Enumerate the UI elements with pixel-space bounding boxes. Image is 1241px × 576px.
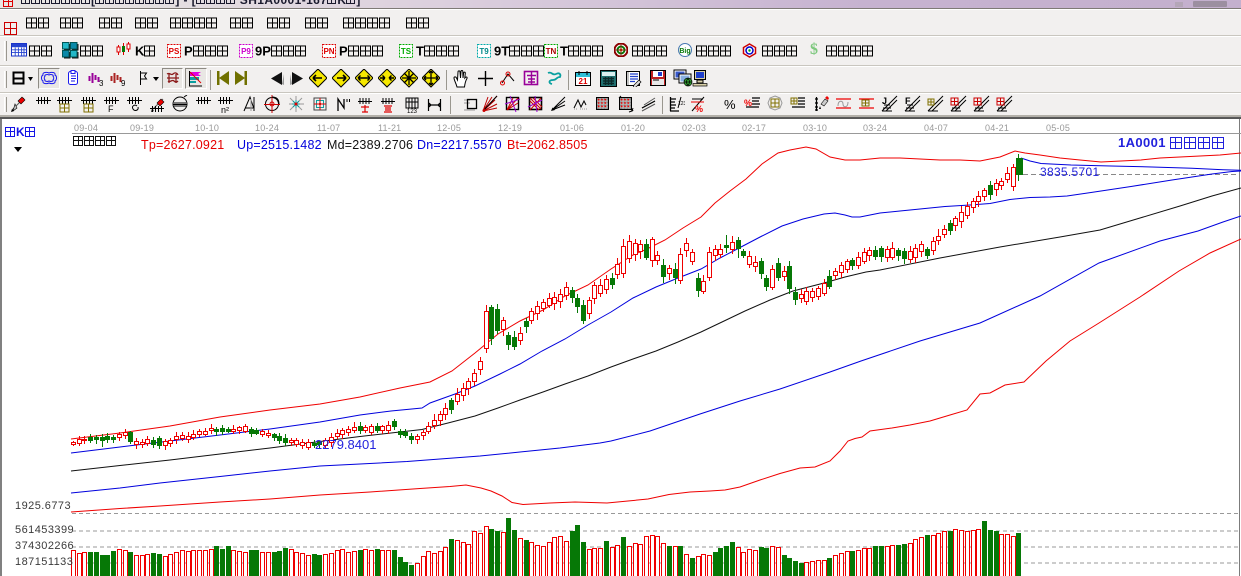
svg-text:%: %: [695, 104, 703, 114]
svg-text:%: %: [724, 97, 736, 112]
svg-text:123: 123: [407, 109, 418, 114]
svg-text:21: 21: [579, 77, 588, 86]
svg-text:TN: TN: [546, 47, 557, 56]
svg-text:J: J: [882, 96, 887, 106]
svg-text:T9: T9: [479, 47, 489, 56]
svg-text:123: 123: [678, 101, 685, 107]
svg-text:TS: TS: [401, 47, 412, 56]
svg-text:PN: PN: [323, 47, 334, 56]
svg-text:F: F: [905, 96, 911, 106]
svg-text:Big: Big: [679, 48, 690, 55]
svg-text:9: 9: [121, 79, 125, 87]
svg-text:n²: n²: [221, 105, 229, 114]
svg-text:3: 3: [99, 79, 103, 87]
svg-text:F: F: [108, 104, 114, 114]
svg-text:PS: PS: [169, 47, 180, 56]
svg-text:P9: P9: [241, 47, 251, 56]
svg-text:%: %: [744, 98, 752, 108]
